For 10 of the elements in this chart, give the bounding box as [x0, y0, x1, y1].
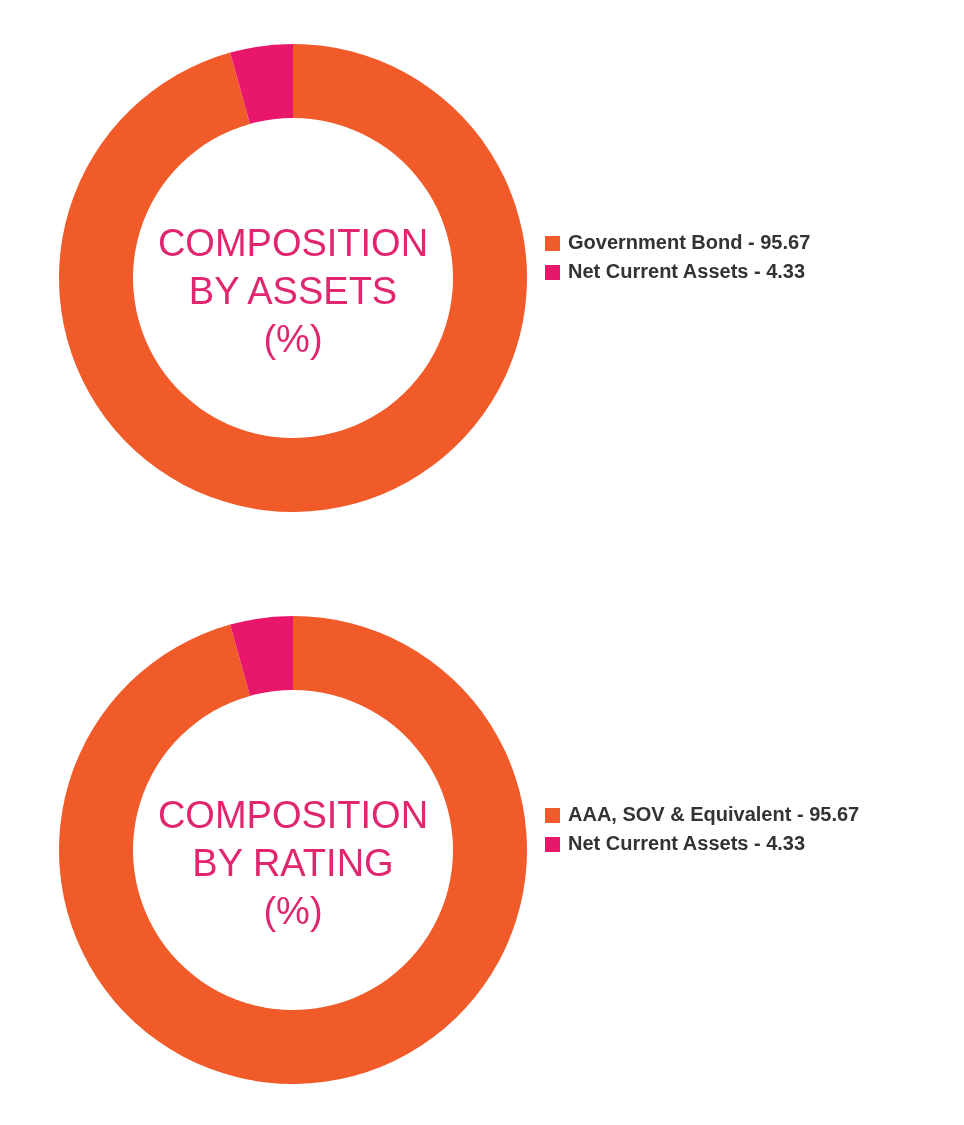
text: COMPOSITION BY RATING (%) — [157, 794, 429, 932]
legend-label: AAA, SOV & Equivalent - 95.67 — [568, 803, 860, 825]
legend-label: Government Bond - 95.67 — [568, 231, 811, 253]
legend-label: Net Current Assets - 4.33 — [568, 260, 806, 282]
legend-label: Net Current Assets - 4.33 — [568, 832, 806, 854]
donut-slice — [59, 44, 527, 512]
donut-slice — [59, 616, 527, 1084]
text: COMPOSITION BY ASSETS (%) — [157, 222, 429, 360]
donut-slice — [230, 616, 293, 696]
donut-slice — [230, 44, 293, 124]
